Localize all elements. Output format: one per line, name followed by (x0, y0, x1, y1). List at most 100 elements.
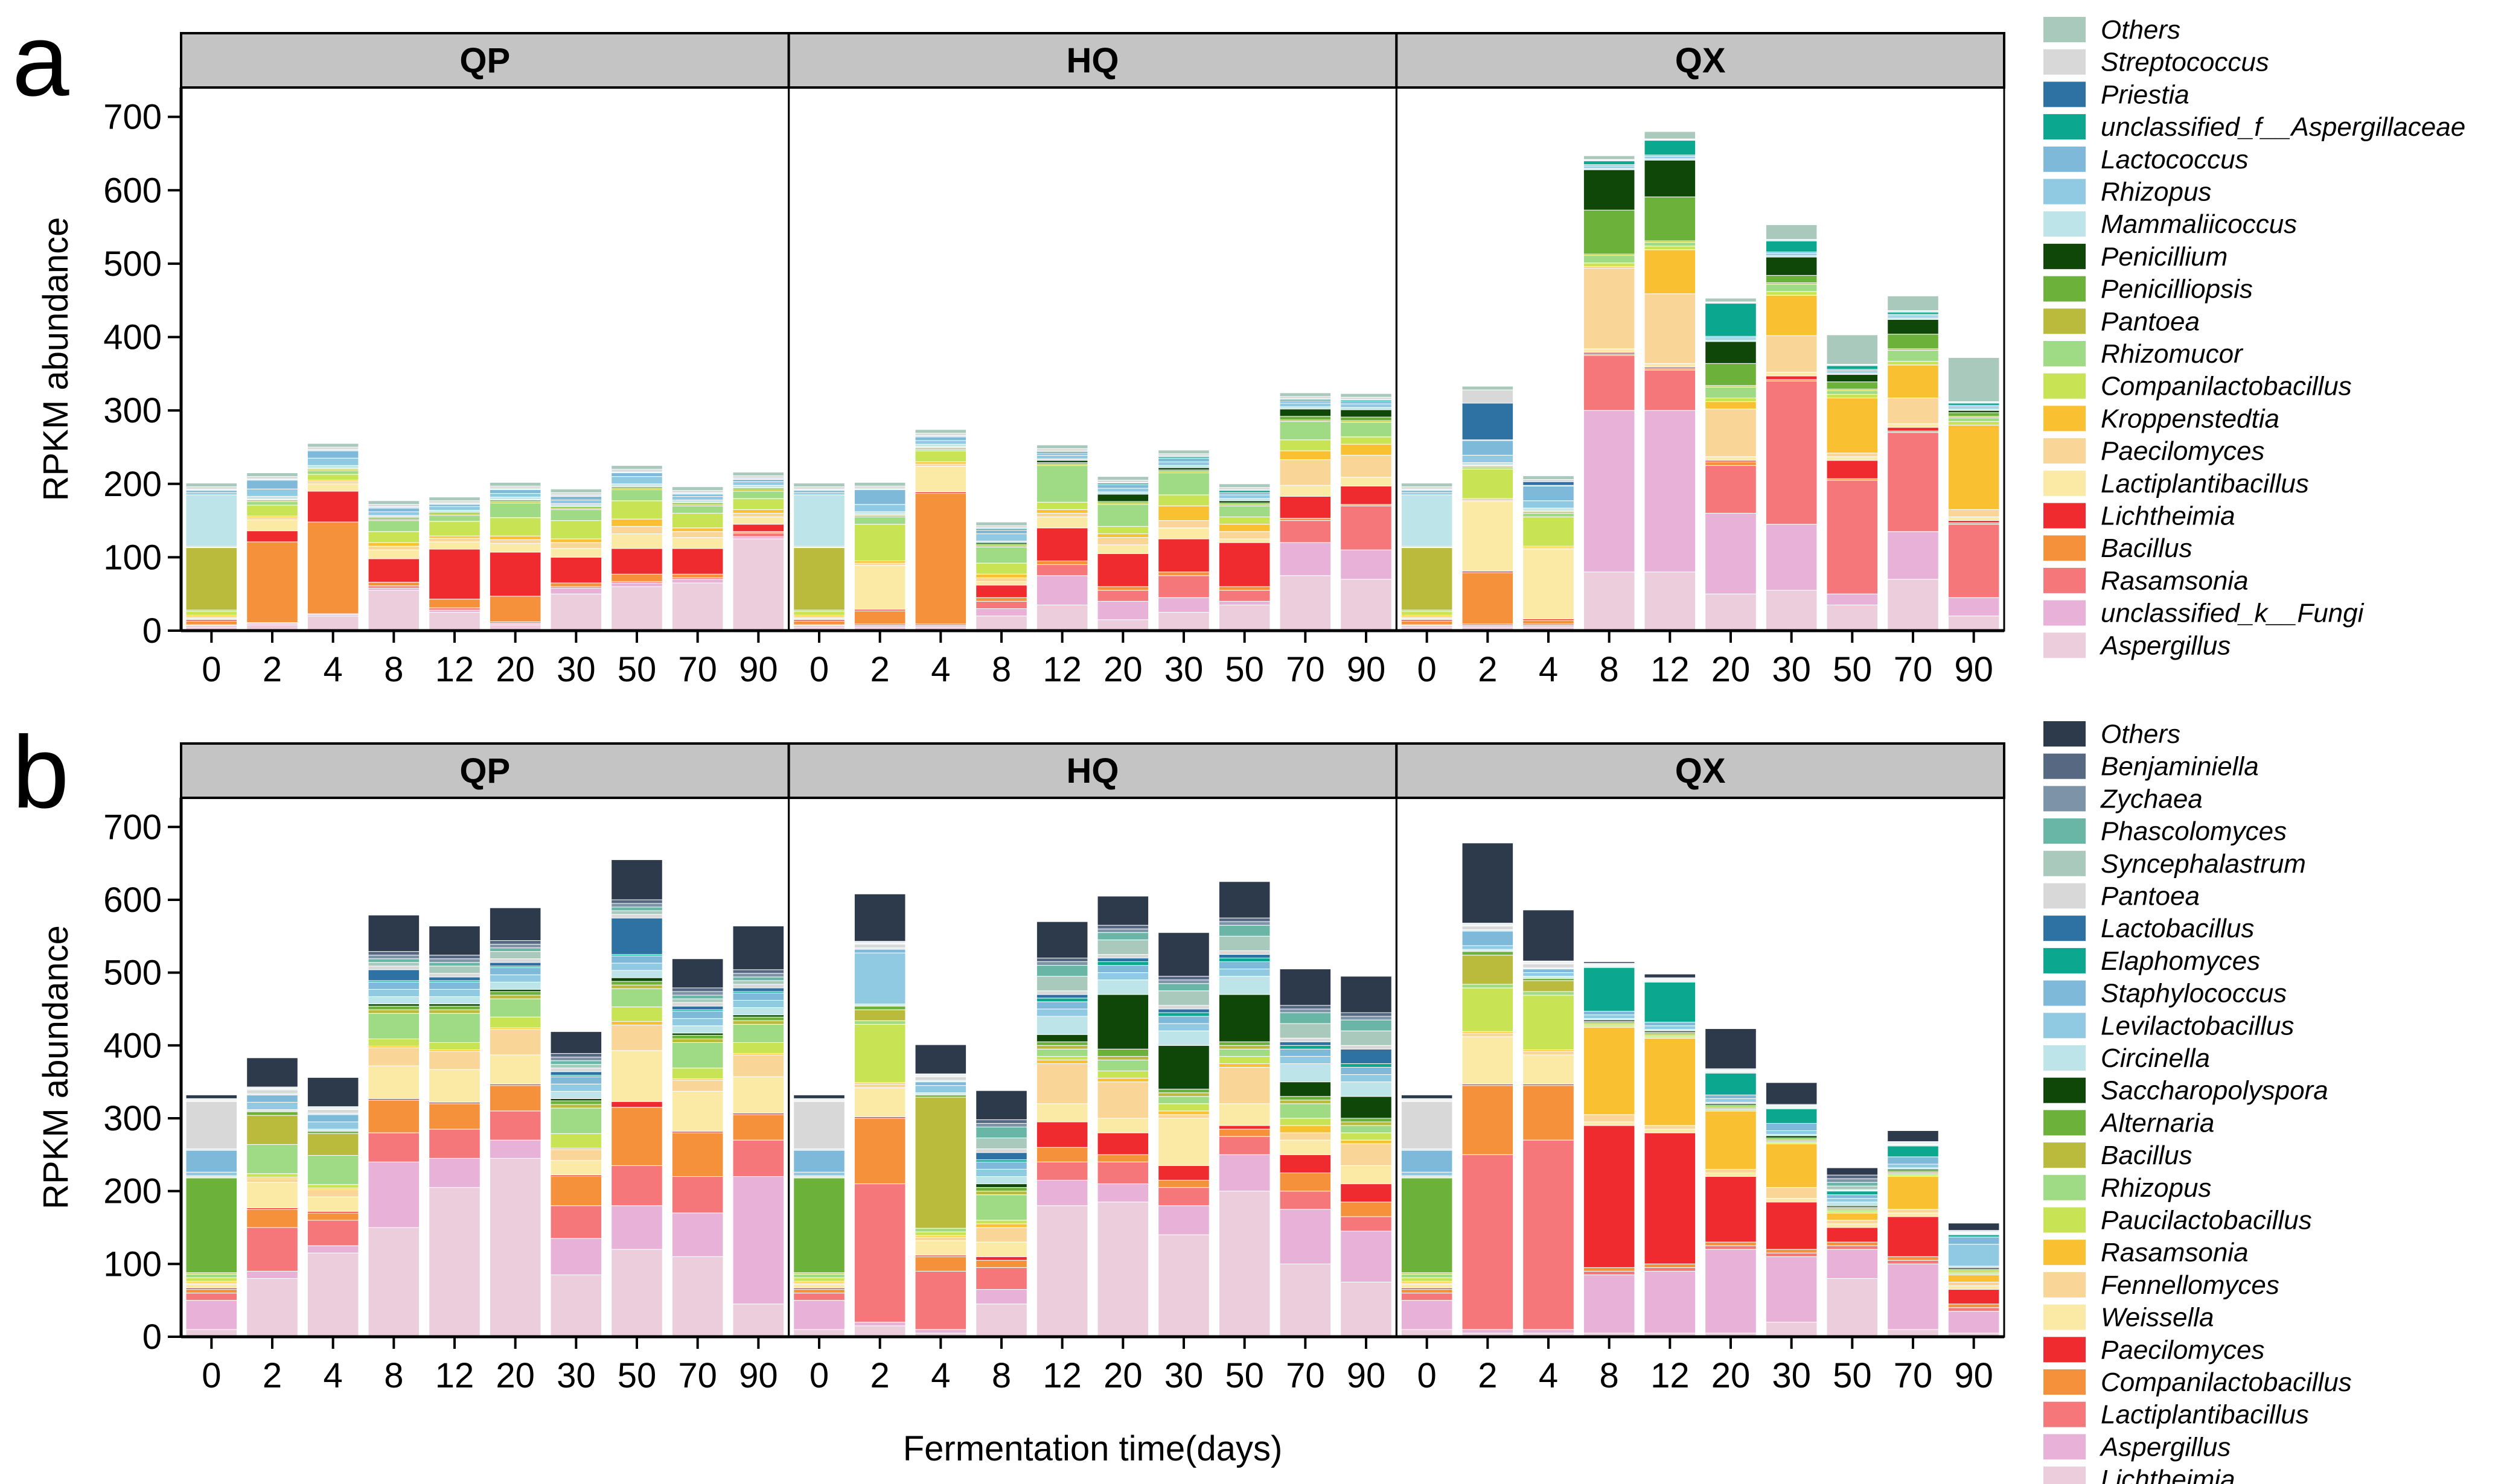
bar-segment (1826, 381, 1879, 390)
bar-segment (550, 1100, 602, 1105)
bar-segment (976, 533, 1027, 542)
bar-segment (550, 1133, 602, 1148)
bar-segment (1765, 1108, 1818, 1124)
bar-segment (1522, 481, 1574, 486)
bar-segment (185, 494, 238, 547)
bar-segment (1340, 454, 1392, 478)
legend-swatch (2043, 786, 2086, 812)
bar-segment (1218, 483, 1271, 488)
bar-segment (429, 521, 481, 537)
legend-swatch (2043, 1110, 2086, 1136)
bar-segment (1036, 575, 1088, 605)
bar-segment (1158, 1012, 1210, 1017)
bar-segment (854, 485, 906, 489)
bar-segment (550, 556, 602, 584)
x-tick-label: 20 (1103, 650, 1143, 689)
bar-segment (1097, 494, 1149, 502)
facet-label: QP (459, 41, 510, 80)
bar-segment (611, 489, 663, 502)
bar-segment (1158, 1005, 1210, 1010)
bar-segment (368, 958, 420, 963)
bar-segment (671, 987, 724, 992)
x-tick-label: 8 (384, 650, 403, 689)
bar-segment (732, 976, 785, 981)
bar-segment (611, 1021, 663, 1026)
bar-segment (1097, 1161, 1149, 1185)
bar-segment (1583, 1114, 1635, 1123)
bar-segment (246, 1111, 298, 1116)
bar-segment (732, 1054, 785, 1077)
bar-segment (611, 981, 663, 986)
bar-segment (1705, 1168, 1757, 1173)
bar-segment (1158, 1016, 1210, 1024)
bar-segment (550, 587, 602, 594)
bar-segment (1036, 564, 1088, 576)
bar-segment (1400, 547, 1453, 611)
bar-segment (489, 535, 541, 540)
bar-segment (489, 944, 541, 949)
bar-segment (1644, 246, 1696, 250)
bar-segment (1158, 1008, 1210, 1013)
bar-segment (854, 489, 906, 505)
bar-segment (1158, 1023, 1210, 1031)
bar-segment (1097, 1059, 1149, 1072)
bar-segment (429, 549, 481, 600)
bar-segment (915, 1256, 967, 1272)
bar-segment (1765, 224, 1818, 240)
bar-segment (732, 536, 785, 540)
y-axis-label: RPKM abundance (36, 217, 75, 502)
bar-segment (1583, 209, 1635, 255)
x-tick-label: 50 (1833, 650, 1872, 689)
bar-segment (1400, 1177, 1453, 1273)
bar-segment (307, 1155, 359, 1185)
bar-segment (1340, 1030, 1392, 1046)
bar-segment (1826, 593, 1879, 605)
bar-segment (732, 987, 785, 992)
bar-segment (489, 485, 541, 489)
bar-segment (429, 535, 481, 539)
bar-segment (1947, 1311, 2000, 1334)
bar-segment (246, 1270, 298, 1279)
bar-segment (915, 1237, 967, 1241)
bar-segment (1461, 501, 1514, 572)
bar-segment (1826, 1198, 1879, 1203)
bar-segment (1279, 403, 1332, 407)
bar-segment (1340, 1121, 1392, 1126)
bar-segment (1036, 976, 1088, 992)
bar-segment (1036, 1045, 1088, 1049)
bar-segment (246, 1278, 298, 1337)
bar-segment (1158, 976, 1210, 981)
bar-segment (550, 1060, 602, 1065)
x-tick-label: 70 (1286, 650, 1325, 689)
bar-segment (1340, 1067, 1392, 1075)
bar-segment (368, 508, 420, 512)
bar-segment (1340, 1081, 1392, 1097)
bar-segment (1340, 1143, 1392, 1166)
bar-segment (368, 558, 420, 583)
x-tick-label: 4 (931, 650, 950, 689)
legend-label: Lactococcus (2101, 145, 2249, 174)
bar-segment (1826, 604, 1879, 631)
bar-segment (1947, 1234, 2000, 1238)
legend-swatch (2043, 1240, 2086, 1266)
bar-segment (854, 1009, 906, 1021)
bar-segment (671, 1042, 724, 1069)
bar-segment (915, 450, 967, 462)
bar-segment (1097, 1132, 1149, 1155)
bar-segment (1036, 1103, 1088, 1123)
bar-segment (1036, 1001, 1088, 1010)
legend-swatch (2043, 1013, 2086, 1039)
bar-segment (1279, 1081, 1332, 1097)
bar-segment (1036, 453, 1088, 456)
bar-segment (976, 1267, 1027, 1290)
bar-segment (1583, 1014, 1635, 1019)
y-tick-label: 700 (103, 807, 162, 847)
bar-segment (1279, 542, 1332, 576)
bar-segment (1887, 349, 1939, 362)
bar-segment (368, 1013, 420, 1039)
bar-segment (185, 1273, 238, 1278)
bar-segment (429, 976, 481, 981)
bar-segment (1522, 508, 1574, 511)
bar-segment (854, 1087, 906, 1118)
bar-segment (1644, 1129, 1696, 1133)
